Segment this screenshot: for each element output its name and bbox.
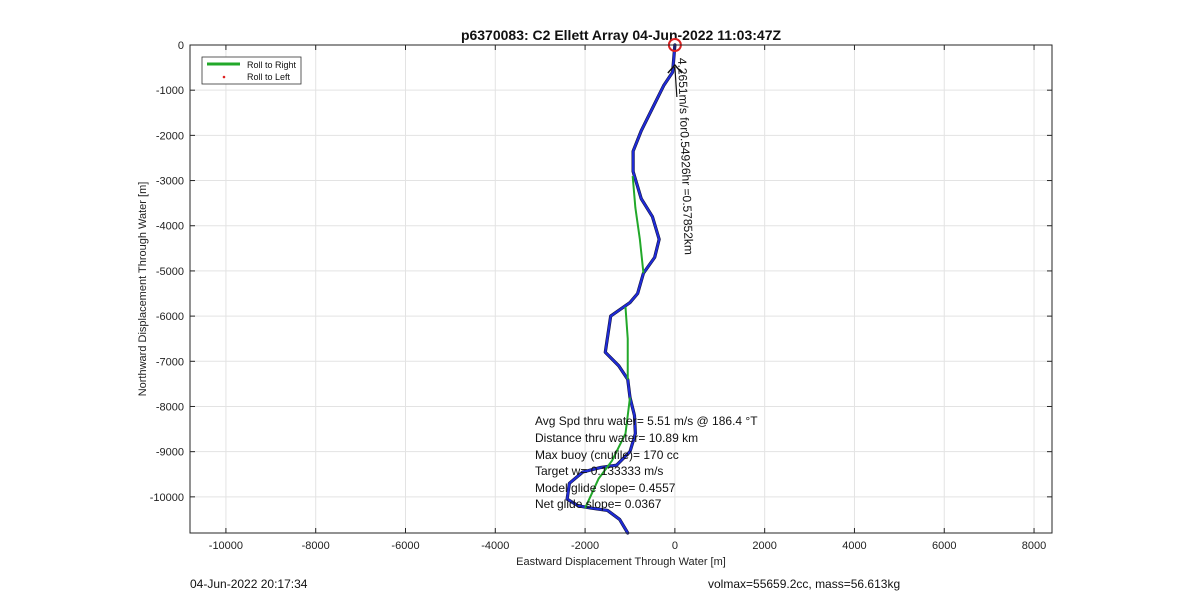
legend-roll-right-label: Roll to Right <box>247 60 297 70</box>
y-tick-label: -1000 <box>156 85 184 97</box>
y-tick-label: -5000 <box>156 266 184 278</box>
x-axis-ticks: -10000 -8000 -6000 -4000 -2000 0 2000 4000 6000 8… <box>209 45 1046 552</box>
x-tick-label: 2000 <box>752 540 776 552</box>
x-tick-label: 4000 <box>842 540 866 552</box>
roll-right-segment <box>624 307 629 380</box>
annotation-model-glide: Model glide slope= 0.4557 <box>535 481 676 495</box>
plot-border <box>189 44 1053 534</box>
annotation-target-w: Target w= 0.133333 m/s <box>535 464 663 478</box>
legend-roll-left-label: Roll to Left <box>247 72 291 82</box>
footer-timestamp: 04-Jun-2022 20:17:34 <box>190 577 308 591</box>
x-tick-label: 6000 <box>932 540 956 552</box>
arrow-label: 4.2651m/s for0.54926hr =0.57852km <box>675 58 696 256</box>
annotations: Avg Spd thru water= 5.51 m/s @ 186.4 °T … <box>535 414 758 511</box>
chart-title: p6370083: C2 Ellett Array 04-Jun-2022 11… <box>461 27 782 43</box>
track-line <box>566 43 676 535</box>
y-tick-label: -8000 <box>156 401 184 413</box>
y-tick-label: -10000 <box>150 492 184 504</box>
track-layer <box>565 43 677 535</box>
legend: Roll to Right Roll to Left <box>201 56 302 85</box>
legend-roll-left-swatch <box>222 75 226 79</box>
y-tick-label: -3000 <box>156 176 184 188</box>
x-tick-label: -4000 <box>481 540 509 552</box>
y-axis-label: Northward Displacement Through Water [m] <box>137 182 149 397</box>
y-tick-label: -6000 <box>156 311 184 323</box>
x-tick-label: 0 <box>672 540 678 552</box>
annotation-avg-speed: Avg Spd thru water= 5.51 m/s @ 186.4 °T <box>535 414 758 428</box>
y-tick-label: -7000 <box>156 356 184 368</box>
y-tick-label: -2000 <box>156 130 184 142</box>
x-tick-label: -10000 <box>209 540 243 552</box>
roll-right-layer <box>584 175 645 509</box>
annotation-distance: Distance thru water= 10.89 km <box>535 431 698 445</box>
y-tick-label: -4000 <box>156 221 184 233</box>
velocity-arrow-shaft <box>674 66 678 98</box>
x-tick-label: -8000 <box>302 540 330 552</box>
roll-right-segment <box>584 397 631 509</box>
x-tick-label: -6000 <box>391 540 419 552</box>
velocity-arrow-head <box>667 63 683 74</box>
x-tick-label: 8000 <box>1022 540 1046 552</box>
annotation-max-buoy: Max buoy (cnufile)= 170 cc <box>535 448 679 462</box>
x-axis-label: Eastward Displacement Through Water [m] <box>516 556 726 568</box>
roll-right-segment <box>631 175 645 274</box>
annotation-net-glide: Net glide slope= 0.0367 <box>535 497 662 511</box>
y-axis-ticks: 0 -1000 -2000 -3000 -4000 -5000 -6000 -7000 -800… <box>150 40 1052 504</box>
y-tick-label: 0 <box>178 40 184 52</box>
y-tick-label: -9000 <box>156 447 184 459</box>
footer-volmax-mass: volmax=55659.2cc, mass=56.613kg <box>708 577 901 591</box>
x-tick-label: -2000 <box>571 540 599 552</box>
legend-box <box>201 56 302 85</box>
